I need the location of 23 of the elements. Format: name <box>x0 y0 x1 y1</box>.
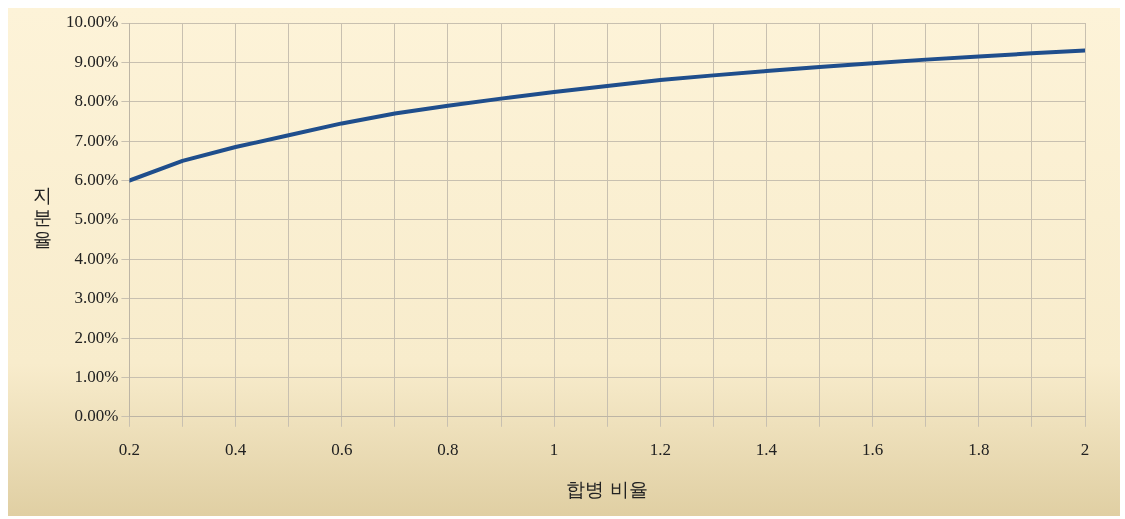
x-tick-label: 1.2 <box>649 440 671 460</box>
x-tick-label: 0.6 <box>331 440 353 460</box>
x-tick-label: 1.8 <box>968 440 990 460</box>
x-tick-label: 1.6 <box>862 440 884 460</box>
y-tick-label: 7.00% <box>74 130 119 150</box>
x-tick-label: 1.4 <box>755 440 778 460</box>
y-tick-label: 0.00% <box>74 406 119 426</box>
y-tick-label: 5.00% <box>74 209 119 229</box>
x-axis-title: 합병 비율 <box>566 477 649 500</box>
y-axis-title: 지분율 <box>31 184 53 251</box>
y-tick-label: 9.00% <box>74 51 119 71</box>
y-tick-label: 6.00% <box>74 169 119 189</box>
x-tick-label: 2 <box>1080 440 1090 460</box>
y-tick-label: 2.00% <box>74 327 119 347</box>
x-tick-label: 0.2 <box>118 440 141 460</box>
y-tick-label: 4.00% <box>74 248 119 268</box>
y-tick-label: 1.00% <box>74 366 119 386</box>
x-tick-label: 0.8 <box>437 440 459 460</box>
x-tick-label: 0.4 <box>224 440 247 460</box>
y-tick-label: 10.00% <box>65 12 119 32</box>
x-tick-label: 1 <box>549 440 559 460</box>
y-tick-label: 3.00% <box>74 288 119 308</box>
y-tick-label: 8.00% <box>74 91 119 111</box>
